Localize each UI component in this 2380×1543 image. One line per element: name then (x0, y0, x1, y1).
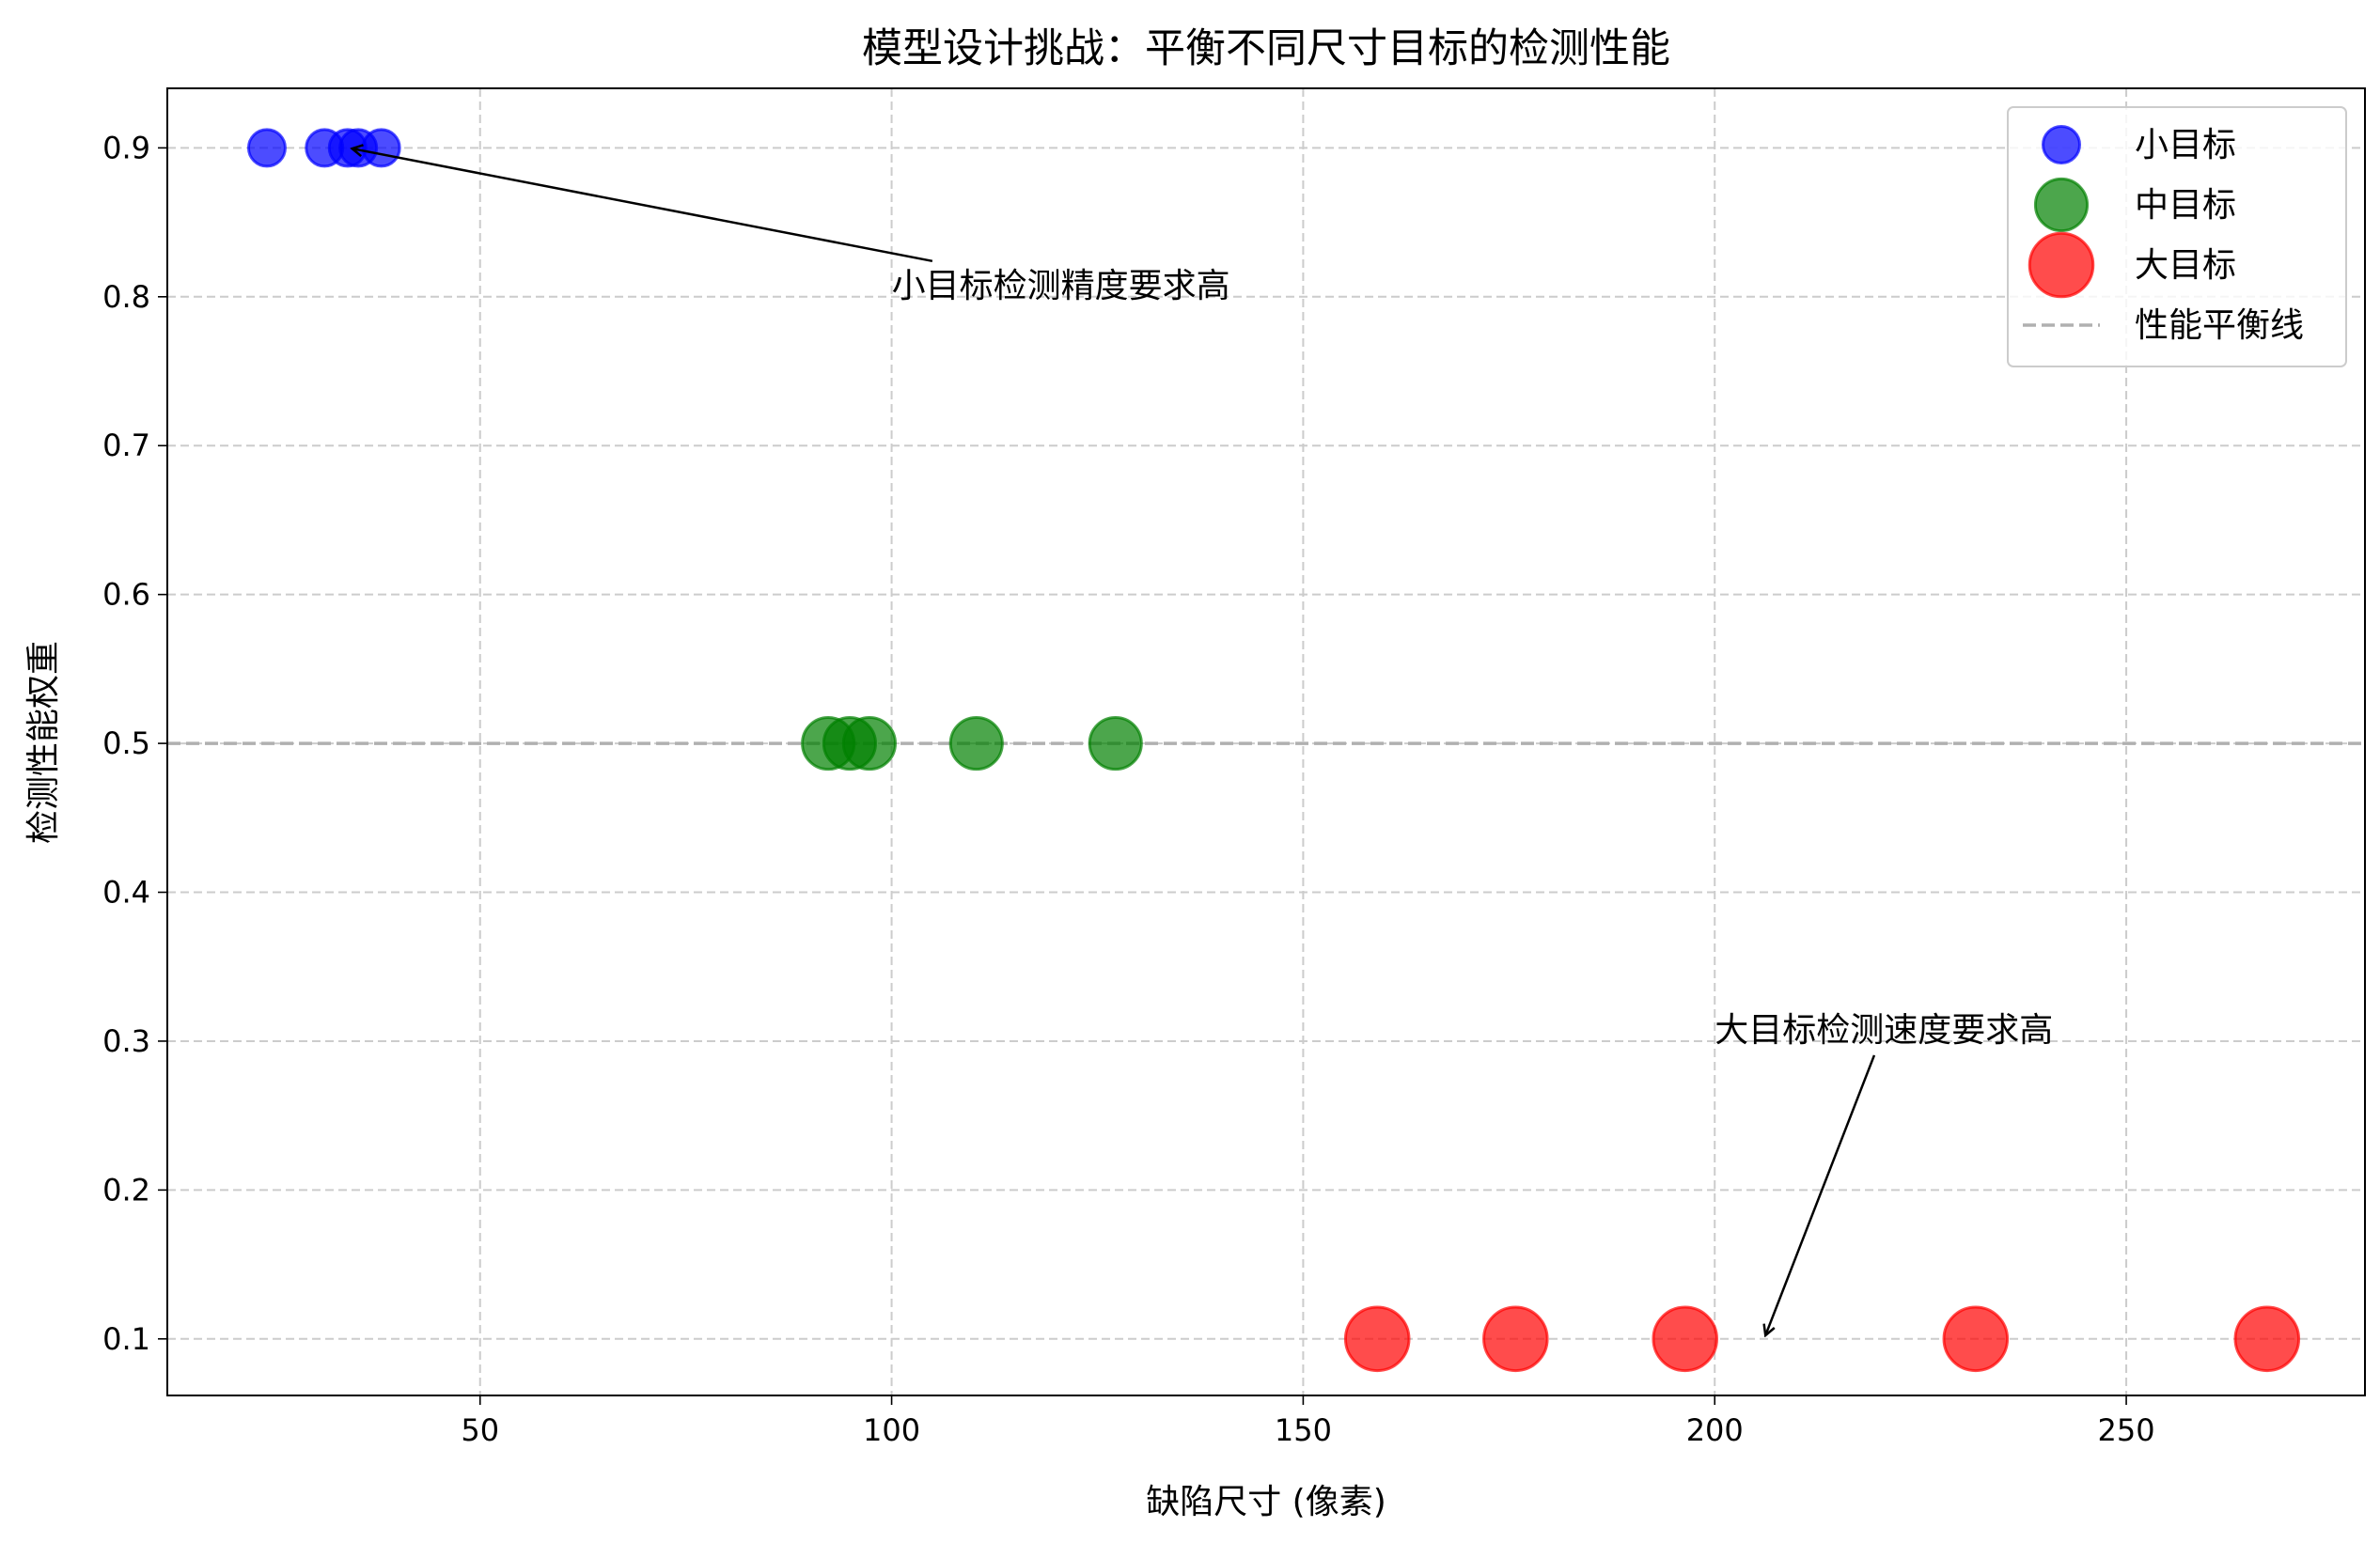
plot-frame (166, 87, 2366, 1396)
y-tick-label: 0.6 (102, 577, 150, 613)
legend-marker (2033, 177, 2090, 233)
y-tick-label: 0.1 (102, 1321, 150, 1357)
legend-label: 性能平衡线 (2135, 306, 2304, 345)
scatter-point (1343, 1305, 1411, 1373)
x-tick-label: 50 (461, 1412, 499, 1448)
legend-frame (2007, 106, 2347, 367)
scatter-point (948, 716, 1004, 772)
scatter-point (1942, 1305, 2010, 1373)
legend-marker (2028, 231, 2095, 299)
y-axis-label: 检测性能权重 (24, 641, 63, 844)
legend-label: 大目标 (2135, 246, 2236, 285)
y-tick-label: 0.3 (102, 1023, 150, 1059)
scatter-point (361, 128, 401, 168)
y-tick-label: 0.9 (102, 130, 150, 165)
x-tick-label: 200 (1686, 1412, 1744, 1448)
x-tick-label: 100 (863, 1412, 920, 1448)
x-tick-label: 150 (1275, 1412, 1332, 1448)
y-tick-label: 0.4 (102, 875, 150, 911)
scatter-point (1652, 1305, 1718, 1373)
scatter-point (2233, 1305, 2301, 1373)
y-tick-label: 0.5 (102, 725, 150, 761)
legend-label: 中目标 (2135, 186, 2236, 225)
x-tick-label: 250 (2098, 1412, 2155, 1448)
legend-label: 小目标 (2135, 126, 2236, 164)
x-axis-label: 缺陷尺寸 (像素) (1146, 1483, 1386, 1521)
chart-title: 模型设计挑战：平衡不同尺寸目标的检测性能 (862, 25, 1670, 72)
y-tick-label: 0.8 (102, 279, 150, 315)
scatter-point (246, 128, 287, 168)
annotation: 大目标检测速度要求高 (1715, 1011, 2053, 1050)
scatter-point (841, 716, 898, 772)
legend-marker (2042, 125, 2081, 164)
annotation-arrow (1765, 1054, 1876, 1335)
scatter-point (1088, 716, 1143, 772)
annotation: 小目标检测精度要求高 (892, 267, 1230, 305)
y-tick-label: 0.7 (102, 428, 150, 463)
annotation-arrow (352, 148, 933, 263)
scatter-point (1482, 1305, 1549, 1373)
y-tick-label: 0.2 (102, 1172, 150, 1208)
